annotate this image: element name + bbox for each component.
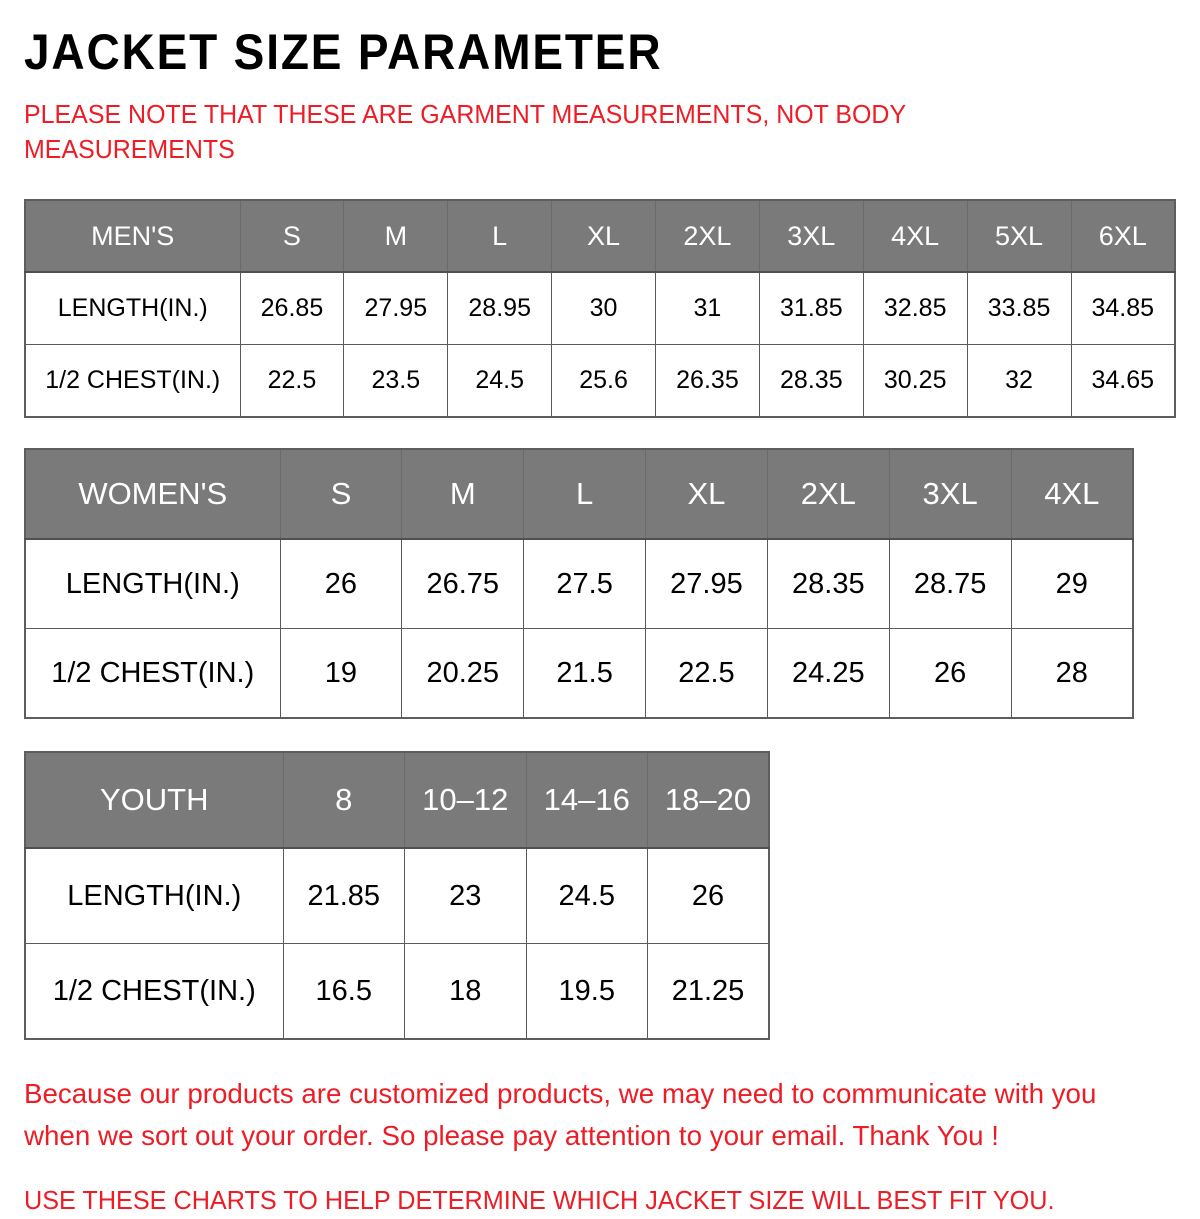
mens-length-l: 28.95 [447,271,553,346]
mens-length-5xl: 33.85 [966,271,1072,346]
youth-table-body: LENGTH(IN.) 21.85 23 24.5 26 1/2 CHEST(I… [24,847,770,1040]
mens-length-m: 27.95 [343,271,449,346]
mens-chest-l: 24.5 [447,344,553,418]
mens-length-xl: 30 [551,271,656,346]
womens-length-s: 26 [279,538,403,630]
womens-col-3xl: 3XL [888,448,1012,540]
mens-chest-4xl: 30.25 [862,344,968,418]
table-row: 1/2 CHEST(IN.) 19 20.25 21.5 22.5 24.25 … [24,628,1134,719]
mens-length-2xl: 31 [655,271,760,346]
table-header-row: MEN'S S M L XL 2XL 3XL 4XL 5XL 6XL [24,199,1176,273]
womens-length-2xl: 28.35 [766,538,890,630]
mens-chest-xl: 25.6 [551,344,656,418]
youth-chest-14-16: 19.5 [525,943,648,1040]
womens-col-s: S [279,448,403,540]
womens-size-table: WOMEN'S S M L XL 2XL 3XL 4XL LENGTH(IN.)… [24,448,1134,720]
womens-col-xl: XL [645,448,768,540]
womens-table-body: LENGTH(IN.) 26 26.75 27.5 27.95 28.35 28… [24,538,1134,719]
table-row: LENGTH(IN.) 26.85 27.95 28.95 30 31 31.8… [24,271,1176,346]
womens-col-2xl: 2XL [766,448,890,540]
youth-size-table: YOUTH 8 10–12 14–16 18–20 LENGTH(IN.) 21… [24,751,770,1041]
youth-chest-10-12: 18 [404,943,527,1040]
youth-col-10-12: 10–12 [404,751,527,849]
womens-length-label: LENGTH(IN.) [24,538,281,630]
garment-measurement-note: PLEASE NOTE THAT THESE ARE GARMENT MEASU… [24,99,906,164]
mens-table-title: MEN'S [24,199,241,273]
mens-chest-5xl: 32 [966,344,1072,418]
mens-col-5xl: 5XL [966,199,1072,273]
youth-length-10-12: 23 [404,847,527,945]
table-row: LENGTH(IN.) 21.85 23 24.5 26 [24,847,770,945]
womens-length-3xl: 28.75 [888,538,1012,630]
mens-col-2xl: 2XL [655,199,760,273]
womens-length-l: 27.5 [523,538,647,630]
womens-col-m: M [401,448,525,540]
mens-col-l: L [447,199,553,273]
womens-chest-m: 20.25 [401,628,525,719]
mens-chest-6xl: 34.65 [1070,344,1176,418]
womens-length-xl: 27.95 [645,538,768,630]
womens-chest-4xl: 28 [1010,628,1134,719]
mens-chest-m: 23.5 [343,344,449,418]
youth-chest-18-20: 21.25 [647,943,770,1040]
mens-length-3xl: 31.85 [758,271,864,346]
womens-col-4xl: 4XL [1010,448,1134,540]
mens-length-label: LENGTH(IN.) [24,271,241,346]
youth-col-8: 8 [282,751,405,849]
mens-length-4xl: 32.85 [862,271,968,346]
mens-table-body: LENGTH(IN.) 26.85 27.95 28.95 30 31 31.8… [24,271,1176,418]
youth-length-18-20: 26 [647,847,770,945]
table-row: 1/2 CHEST(IN.) 22.5 23.5 24.5 25.6 26.35… [24,344,1176,418]
youth-length-8: 21.85 [282,847,405,945]
chart-usage-note: USE THESE CHARTS TO HELP DETERMINE WHICH… [24,1185,1055,1216]
mens-length-6xl: 34.85 [1070,271,1176,346]
womens-chest-s: 19 [279,628,403,719]
mens-col-s: S [239,199,345,273]
womens-chest-2xl: 24.25 [766,628,890,719]
womens-col-l: L [523,448,647,540]
mens-chest-3xl: 28.35 [758,344,864,418]
mens-table-header: MEN'S S M L XL 2XL 3XL 4XL 5XL 6XL [24,199,1176,273]
mens-chest-2xl: 26.35 [655,344,760,418]
mens-length-s: 26.85 [239,271,345,346]
youth-col-18-20: 18–20 [647,751,770,849]
customization-note: Because our products are customized prod… [24,1078,1097,1152]
mens-col-m: M [343,199,449,273]
mens-chest-s: 22.5 [239,344,345,418]
womens-table-header: WOMEN'S S M L XL 2XL 3XL 4XL [24,448,1134,540]
mens-size-table: MEN'S S M L XL 2XL 3XL 4XL 5XL 6XL LENGT… [24,199,1176,419]
table-row: 1/2 CHEST(IN.) 16.5 18 19.5 21.25 [24,943,770,1040]
youth-table-title: YOUTH [24,751,284,849]
youth-length-label: LENGTH(IN.) [24,847,284,945]
womens-chest-3xl: 26 [888,628,1012,719]
mens-col-3xl: 3XL [758,199,864,273]
table-header-row: WOMEN'S S M L XL 2XL 3XL 4XL [24,448,1134,540]
womens-table-title: WOMEN'S [24,448,281,540]
youth-table-header: YOUTH 8 10–12 14–16 18–20 [24,751,770,849]
womens-chest-xl: 22.5 [645,628,768,719]
mens-col-xl: XL [551,199,656,273]
youth-chest-8: 16.5 [282,943,405,1040]
youth-chest-label: 1/2 CHEST(IN.) [24,943,284,1040]
mens-chest-label: 1/2 CHEST(IN.) [24,344,241,418]
womens-length-m: 26.75 [401,538,525,630]
womens-chest-label: 1/2 CHEST(IN.) [24,628,281,719]
table-row: LENGTH(IN.) 26 26.75 27.5 27.95 28.35 28… [24,538,1134,630]
womens-chest-l: 21.5 [523,628,647,719]
page-title: JACKET SIZE PARAMETER [24,24,663,80]
youth-col-14-16: 14–16 [525,751,648,849]
youth-length-14-16: 24.5 [525,847,648,945]
mens-col-6xl: 6XL [1070,199,1176,273]
mens-col-4xl: 4XL [862,199,968,273]
table-header-row: YOUTH 8 10–12 14–16 18–20 [24,751,770,849]
womens-length-4xl: 29 [1010,538,1134,630]
